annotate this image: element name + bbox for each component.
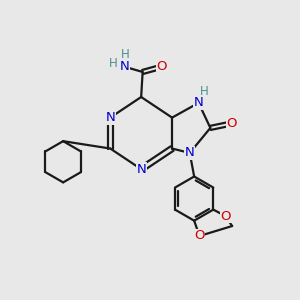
Text: N: N: [194, 96, 203, 110]
Text: H: H: [109, 57, 118, 70]
Text: O: O: [226, 117, 237, 130]
Text: H: H: [200, 85, 208, 98]
Text: N: N: [185, 146, 195, 159]
Text: O: O: [157, 60, 167, 73]
Text: H: H: [121, 48, 129, 61]
Text: N: N: [105, 111, 115, 124]
Text: N: N: [119, 60, 129, 73]
Text: N: N: [136, 163, 146, 176]
Text: O: O: [220, 210, 231, 223]
Text: O: O: [194, 230, 205, 242]
